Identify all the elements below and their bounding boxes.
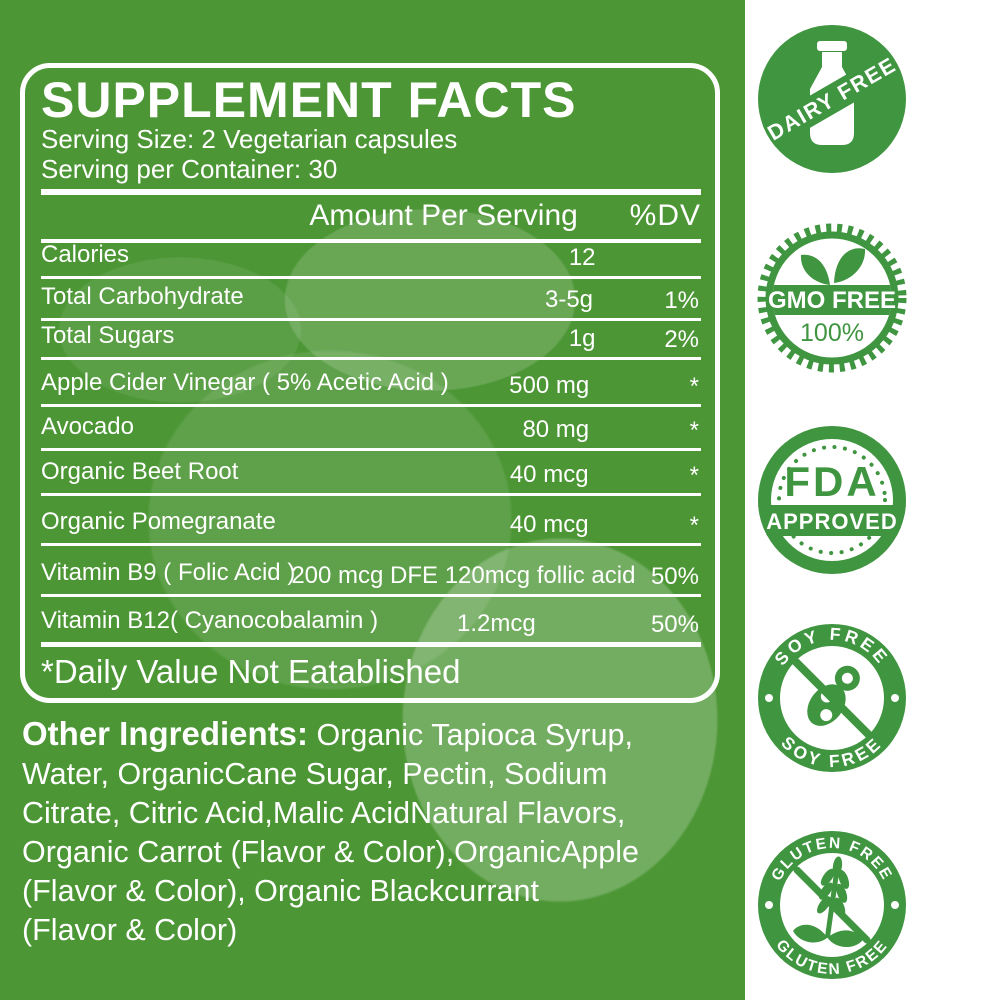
row-dv: *	[689, 417, 699, 444]
row-amount: 3-5g	[544, 286, 594, 313]
gluten-free-badge-icon: GLUTEN FREE GLUTEN FREE	[758, 831, 906, 979]
table-header: Amount Per Serving %DV	[41, 195, 701, 243]
soy-free-badge-icon: SOY FREE SOY FREE	[758, 624, 906, 772]
table-row-calories: Calories 12	[41, 241, 701, 279]
facts-table: Calories 12 Total Carbohydrate 3-5g 1% T…	[41, 241, 701, 647]
other-ingredients-line: Citrate, Citric Acid,Malic AcidNatural F…	[22, 796, 626, 830]
row-amount: 1.2mcg	[457, 610, 536, 637]
table-row-organic-pomegranate: Organic Pomegranate 40 mcg *	[41, 496, 701, 546]
table-row-vitamin-b12: Vitamin B12( Cyanocobalamin ) 1.2mcg 50%	[41, 597, 701, 647]
row-dv: 50%	[650, 611, 699, 638]
row-label: Apple Cider Vinegar ( 5% Acetic Acid )	[41, 369, 449, 396]
other-ingredients-label: Other Ingredients:	[22, 715, 309, 752]
row-amount: 40 mcg	[509, 511, 589, 538]
badge-dairy-free: DAIRY FREE	[747, 14, 917, 184]
badge-column: DAIRY FREE GMO FREE 100%	[745, 0, 1000, 1000]
table-row-total-sugars: Total Sugars 1g 2%	[41, 321, 701, 360]
serving-per-container: Serving per Container: 30	[41, 154, 338, 184]
ring-dot-left	[765, 694, 773, 702]
gmo-100-label: 100%	[800, 319, 864, 347]
row-label: Organic Pomegranate	[41, 508, 276, 535]
other-ingredients-line: (Flavor & Color)	[22, 913, 238, 947]
no-slash	[793, 866, 871, 944]
table-row-vitamin-b9: Vitamin B9 ( Folic Acid ) 200 mcg DFE 12…	[41, 546, 701, 597]
row-label: Calories	[41, 241, 130, 268]
ring-dot-left	[765, 901, 773, 909]
other-ingredients: Other Ingredients: Organic Tapioca Syrup…	[22, 714, 742, 950]
dairy-free-badge-icon: DAIRY FREE	[758, 25, 906, 173]
row-dv: 2%	[664, 326, 699, 353]
row-amount: 500 mg	[509, 372, 590, 399]
table-row-apple-cider-vinegar: Apple Cider Vinegar ( 5% Acetic Acid ) 5…	[41, 360, 701, 407]
row-amount: 80 mg	[522, 416, 590, 443]
row-amount: 12	[568, 244, 596, 271]
row-dv: *	[689, 462, 699, 489]
row-dv: *	[689, 512, 699, 539]
no-slash	[790, 656, 874, 740]
other-ingredients-line: Organic Carrot (Flavor & Color),OrganicA…	[22, 835, 639, 869]
leaves-icon	[800, 248, 866, 285]
row-amount: 40 mcg	[509, 461, 589, 488]
row-label: Organic Beet Root	[41, 458, 239, 485]
table-row-organic-beet-root: Organic Beet Root 40 mcg *	[41, 451, 701, 496]
amount-per-serving-header: Amount Per Serving	[309, 199, 578, 232]
dv-header: %DV	[629, 199, 701, 232]
row-label: Vitamin B12( Cyanocobalamin )	[41, 607, 379, 634]
fda-label: FDA	[784, 458, 879, 505]
row-dv: 50%	[650, 563, 699, 590]
row-label: Total Carbohydrate	[41, 283, 244, 310]
row-amount: 200 mcg DFE 120mcg follic acid	[291, 562, 636, 589]
table-row-total-carbohydrate: Total Carbohydrate 3-5g 1%	[41, 279, 701, 321]
badge-fda-approved: FDA APPROVED	[747, 415, 917, 585]
row-label: Avocado	[41, 413, 134, 440]
row-amount: 1g	[568, 325, 596, 352]
table-row-avocado: Avocado 80 mg *	[41, 407, 701, 451]
row-label: Total Sugars	[41, 322, 175, 349]
other-ingredients-line1: Organic Tapioca Syrup,	[308, 718, 633, 752]
fda-approved-badge-icon: FDA APPROVED	[758, 426, 906, 574]
serving-size: Serving Size: 2 Vegetarian capsules	[41, 124, 458, 154]
approved-label: APPROVED	[766, 509, 897, 534]
dotted-ring	[777, 445, 887, 555]
ring-dot-right	[891, 694, 899, 702]
panel-title: SUPPLEMENT FACTS	[41, 72, 577, 128]
other-ingredients-line: Water, OrganicCane Sugar, Pectin, Sodium	[22, 757, 608, 791]
row-label: Vitamin B9 ( Folic Acid )	[41, 559, 296, 586]
supplement-facts-panel: SUPPLEMENT FACTS Serving Size: 2 Vegetar…	[20, 63, 720, 703]
daily-value-footnote: *Daily Value Not Eatablished	[41, 653, 461, 690]
divider-thick	[41, 189, 701, 195]
row-dv: 1%	[664, 287, 699, 314]
other-ingredients-line: Other Ingredients: Organic Tapioca Syrup…	[22, 714, 742, 755]
gmo-free-badge-icon: GMO FREE 100%	[757, 223, 907, 373]
ring-dot-right	[891, 901, 899, 909]
badge-gluten-free: GLUTEN FREE GLUTEN FREE	[747, 820, 917, 990]
gmo-free-label: GMO FREE	[768, 287, 896, 314]
badge-gmo-free: GMO FREE 100%	[747, 213, 917, 383]
badge-soy-free: SOY FREE SOY FREE	[747, 613, 917, 783]
label-background: SUPPLEMENT FACTS Serving Size: 2 Vegetar…	[0, 0, 745, 1000]
other-ingredients-line: (Flavor & Color), Organic Blackcurrant	[22, 874, 539, 908]
row-dv: *	[689, 373, 699, 400]
